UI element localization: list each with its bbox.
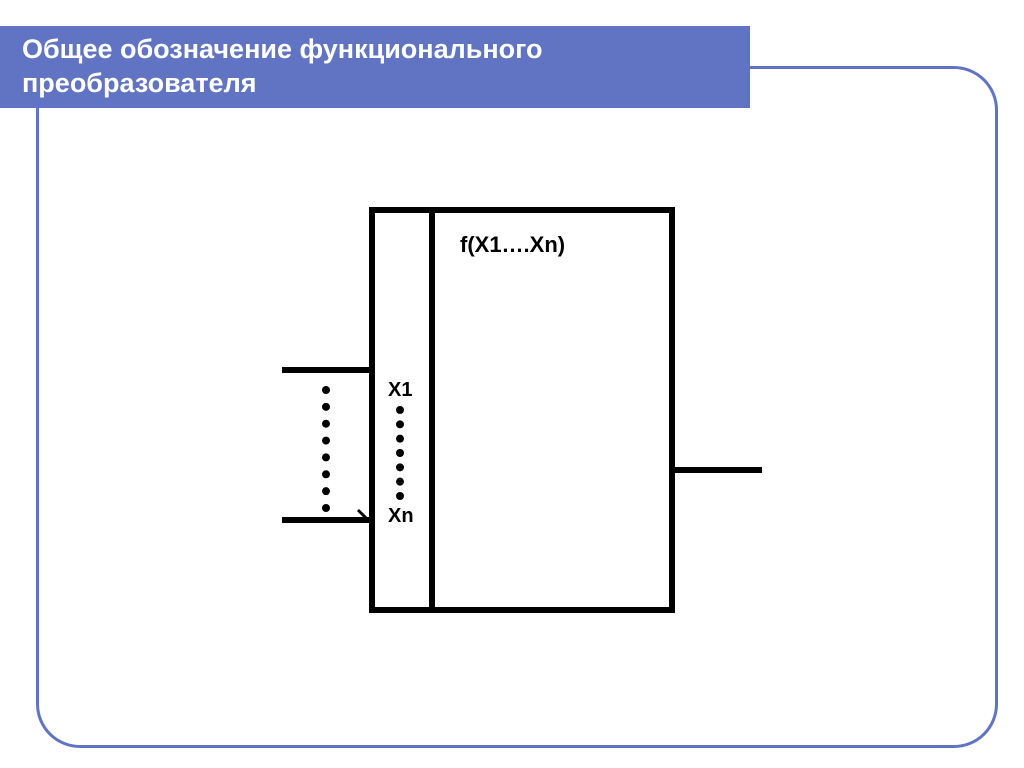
slide-title-band: Общее обозначение функционального преобр… [0, 26, 750, 108]
diagram-outer-dot [322, 470, 330, 478]
diagram-function-label: f(X1….Xn) [460, 232, 565, 257]
diagram-inner-dot [396, 492, 404, 500]
diagram-input-label-x1: X1 [388, 379, 412, 401]
diagram-outer-dot [322, 386, 330, 394]
diagram-outer-dot [322, 437, 330, 445]
diagram-inner-dot [396, 420, 404, 428]
diagram-outer-box [372, 210, 672, 610]
diagram-outer-dot [322, 453, 330, 461]
diagram-inner-dot [396, 463, 404, 471]
diagram-outer-dot [322, 403, 330, 411]
diagram-outer-dot [322, 420, 330, 428]
diagram-inner-dot [396, 435, 404, 443]
slide-title: Общее обозначение функционального преобр… [22, 33, 750, 101]
diagram-inner-dot [396, 449, 404, 457]
diagram-outer-dot [322, 487, 330, 495]
converter-diagram: f(X1….Xn) X1 Xn [252, 200, 772, 640]
diagram-outer-dot [322, 504, 330, 512]
diagram-inner-dot [396, 478, 404, 486]
diagram-input-label-xn: Xn [388, 505, 414, 527]
diagram-inner-dot [396, 406, 404, 414]
